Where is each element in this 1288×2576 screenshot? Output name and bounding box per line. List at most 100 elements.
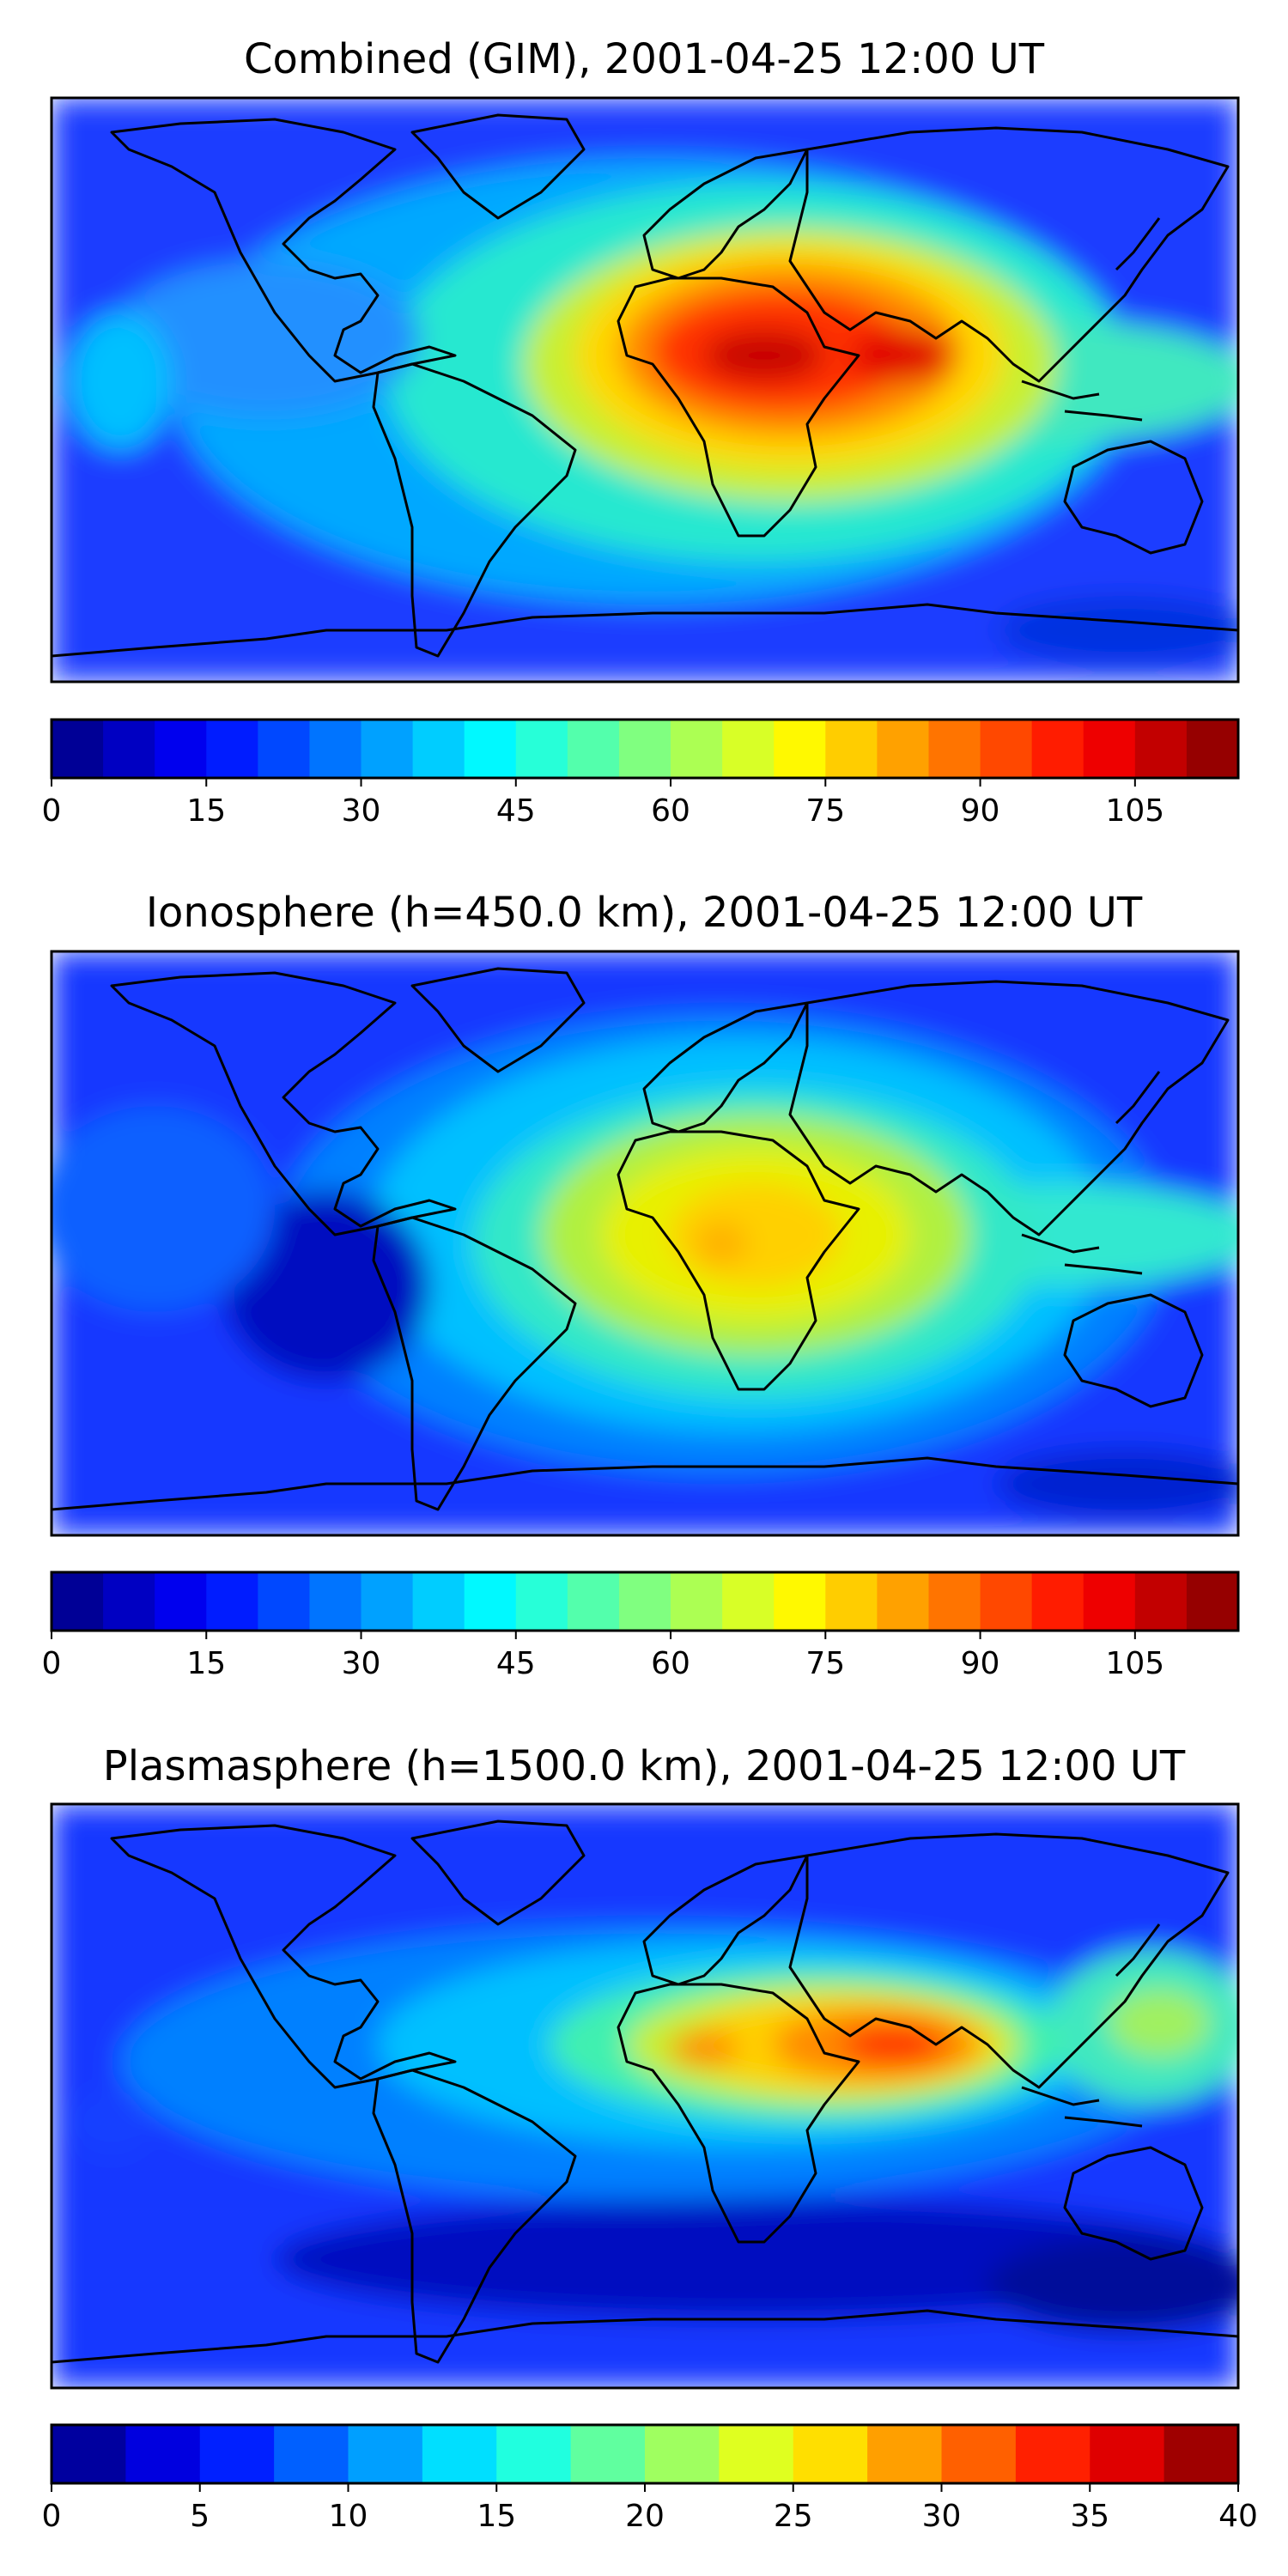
colorbar-segment [412,720,465,778]
colorbar-segment [52,1572,104,1631]
colorbar-segment [1031,720,1084,778]
colorbar-segment [567,720,620,778]
colorbar-segment [793,2425,868,2483]
colorbar-tick-label: 20 [625,2499,665,2534]
colorbar-segment [719,2425,794,2483]
colorbar-segment [618,720,671,778]
colorbar-segment [52,2425,126,2483]
field-region [223,1192,429,1381]
colorbar-segment [125,2425,201,2483]
colorbar-tick-label: 15 [186,793,226,829]
field-region [69,313,172,450]
colorbar-segment [941,2425,1017,2483]
colorbar-segment [1083,720,1136,778]
colorbar-segment [309,1572,362,1631]
field-region [69,2087,155,2156]
colorbar-plasmasphere: 0 5 10 15 20 25 30 35 40 [42,2423,1258,2534]
colorbar-tick-label: 30 [922,2499,962,2534]
field-region [112,261,421,416]
panel-ionosphere: Ionosphere (h=450.0 km), 2001-04-25 12:0… [42,889,1240,1681]
colorbar-segment [671,1572,723,1631]
colorbar-tick-label: 60 [651,793,690,829]
colorbar-segment [422,2425,497,2483]
colorbar-segment [1015,2425,1091,2483]
colorbar-segment [928,1572,981,1631]
field-region [670,2032,738,2066]
colorbar-segment [1134,1572,1188,1631]
colorbar-segment [1090,2425,1165,2483]
colorbar-tick-label: 45 [496,793,536,829]
colorbar-segment [722,1572,775,1631]
colorbar-segment [1031,1572,1084,1631]
colorbar-segment [155,1572,207,1631]
colorbar-segment [309,720,362,778]
colorbar-segment [412,1572,465,1631]
map-frame [50,96,1240,683]
colorbar-tick-label: 75 [805,1646,845,1681]
colorbar-tick-label: 40 [1218,2499,1258,2534]
colorbar-frame [50,718,1240,780]
colorbar-tick-label: 0 [42,2499,62,2534]
field-region [996,596,1238,665]
colorbar-segment [980,720,1033,778]
map-plasmasphere [50,1802,1240,2390]
colorbar-segment [348,2425,423,2483]
colorbar-tick-label: 105 [1105,793,1164,829]
colorbar-tick-label: 15 [186,1646,226,1681]
colorbar-segment [877,720,930,778]
colorbar-segment [877,1572,930,1631]
field-region [704,330,824,381]
colorbar-segment [645,2425,720,2483]
colorbar-segment [567,1572,620,1631]
colorbar-tick-label: 30 [342,793,381,829]
colorbar-segment [867,2425,943,2483]
colorbar-segment [1186,720,1239,778]
colorbar-segment [206,720,258,778]
map-combined [50,96,1240,683]
colorbar-segment [825,1572,878,1631]
colorbar-segment [361,720,414,778]
panel-combined: Combined (GIM), 2001-04-25 12:00 UT 0 15 3… [42,35,1240,829]
title-plasmasphere: Plasmasphere (h=1500.0 km), 2001-04-25 1… [103,1742,1186,1790]
colorbar-segment [103,1572,155,1631]
colorbar-tick-label: 10 [329,2499,368,2534]
colorbar-segment [515,720,568,778]
colorbar-tick-label: 60 [651,1646,690,1681]
colorbar-ionosphere: 0 15 30 45 60 75 90 105 [42,1571,1240,1681]
colorbar-segment [258,720,311,778]
colorbar-tick-label: 105 [1105,1646,1164,1681]
colorbar-tick-label: 35 [1070,2499,1109,2534]
panel-plasmasphere: Plasmasphere (h=1500.0 km), 2001-04-25 1… [42,1742,1258,2534]
colorbar-tick-label: 25 [774,2499,813,2534]
colorbar-segment [206,1572,258,1631]
colorbar-tick-label: 90 [961,1646,1000,1681]
colorbar-segment [496,2425,572,2483]
colorbar-segment [928,720,981,778]
colorbar-segment [103,720,155,778]
colorbar-segment [618,1572,671,1631]
colorbar-segment [774,720,826,778]
colorbar-segment [722,720,775,778]
field-region [850,330,953,381]
colorbar-segment [515,1572,568,1631]
colorbar-segment [671,720,723,778]
field-region [987,2238,1238,2332]
colorbar-segment [155,720,207,778]
colorbar-segment [464,1572,517,1631]
colorbar-segment [199,2425,275,2483]
colorbar-tick-label: 45 [496,1646,536,1681]
field-region [996,1449,1238,1518]
colorbar-tick-label: 0 [42,1646,62,1681]
colorbar-segment [1134,720,1188,778]
title-combined: Combined (GIM), 2001-04-25 12:00 UT [244,35,1045,83]
colorbar-tick-label: 90 [961,793,1000,829]
map-frame [50,950,1240,1537]
colorbar-tick-label: 15 [477,2499,516,2534]
map-ionosphere [50,950,1240,1537]
colorbar-segment [774,1572,826,1631]
field-region [670,1183,841,1286]
colorbar-segment [464,720,517,778]
field-region [1108,1989,1211,2057]
colorbar-segment [570,2425,646,2483]
